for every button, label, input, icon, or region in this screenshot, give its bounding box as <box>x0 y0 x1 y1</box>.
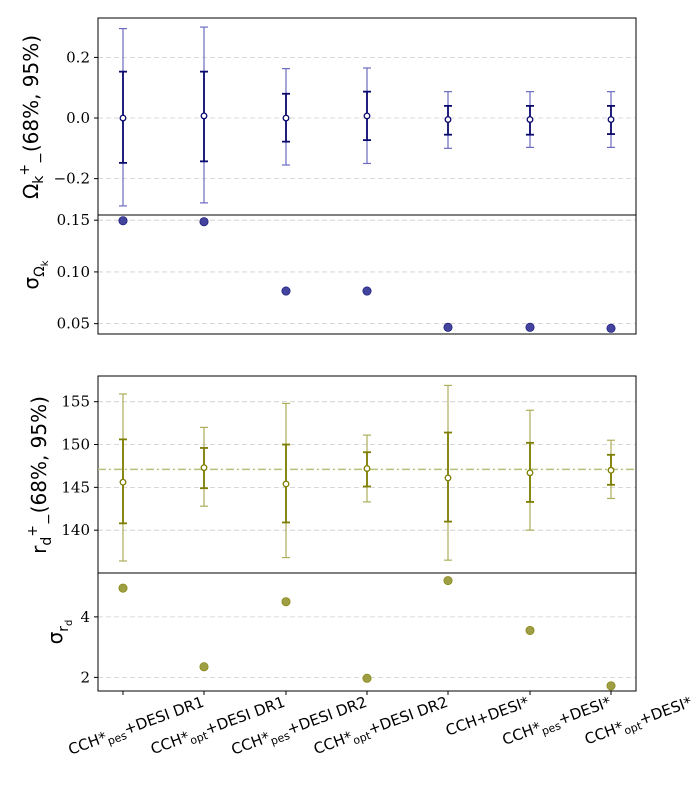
sigma-point <box>118 216 128 226</box>
central-value-point <box>444 474 452 482</box>
central-value-point <box>607 116 615 123</box>
central-value-point <box>363 465 371 472</box>
sigma-point <box>443 322 453 332</box>
central-value-point <box>526 116 534 123</box>
y-tick-label: −0.2 <box>54 170 90 188</box>
sigma-point <box>362 673 372 683</box>
y-tick-label: 2 <box>80 668 90 686</box>
y-axis-label-sigma-omega-k: σΩk <box>19 260 51 289</box>
y-tick-label: 145 <box>61 478 90 496</box>
error-bar-group <box>444 91 452 149</box>
central-value-point <box>282 114 290 122</box>
sigma-point <box>118 583 128 593</box>
y-tick-label: 150 <box>61 436 90 454</box>
y-axis-label-omega-k: Ωk+−(68%, 95%) <box>17 35 49 199</box>
central-value-point <box>607 466 615 474</box>
y-tick-label: 0.2 <box>66 48 90 66</box>
central-value-point <box>119 478 127 486</box>
sigma-point <box>199 217 209 227</box>
x-tick-label: CCH*opt+DESI DR2 <box>311 693 451 761</box>
y-tick-label: 0.10 <box>57 263 90 281</box>
error-bar-group <box>119 28 127 207</box>
error-bar-group <box>200 26 208 204</box>
central-value-point <box>200 464 208 472</box>
y-tick-label: 0.05 <box>57 315 90 333</box>
sigma-point <box>281 597 291 607</box>
x-tick-label: CCH*pes+DESI DR1 <box>66 693 208 762</box>
y-tick-label: 140 <box>61 521 90 539</box>
error-bar-group <box>200 426 208 507</box>
sigma-point <box>606 323 616 333</box>
sigma-point <box>443 576 453 586</box>
error-bar-group <box>363 434 371 503</box>
panel-frame <box>97 572 637 692</box>
sigma-point <box>525 625 535 635</box>
y-tick-label: 4 <box>80 608 90 626</box>
sigma-point <box>525 322 535 332</box>
error-bar-group <box>282 68 290 166</box>
x-tick-label: CCH*pes+DESI DR2 <box>229 693 371 762</box>
central-value-point <box>119 114 127 122</box>
panel-frame <box>97 214 637 335</box>
error-bar-group <box>119 393 127 562</box>
central-value-point <box>444 116 452 123</box>
error-bar-group <box>363 67 371 165</box>
sigma-point <box>281 286 291 296</box>
error-bar-group <box>607 439 615 500</box>
y-tick-label: 0.0 <box>66 109 90 127</box>
central-value-point <box>526 469 534 477</box>
sigma-point <box>362 286 372 296</box>
sigma-point <box>199 662 209 672</box>
error-bar-group <box>444 384 452 561</box>
y-axis-label-sigma-r-d: σrd <box>43 620 75 645</box>
error-bar-group <box>282 402 290 559</box>
central-value-point <box>282 480 290 488</box>
y-axis-label-r-d: rd+−(68%, 95%) <box>25 396 57 554</box>
sigma-point <box>606 681 616 691</box>
error-bar-group <box>526 409 534 531</box>
x-tick-label: CCH*opt+DESI DR1 <box>148 693 288 761</box>
central-value-point <box>200 112 208 120</box>
error-bar-group <box>526 91 534 149</box>
y-tick-label: 0.15 <box>57 211 90 229</box>
y-tick-label: 155 <box>61 393 90 411</box>
central-value-point <box>363 112 371 120</box>
error-bar-group <box>607 91 615 149</box>
